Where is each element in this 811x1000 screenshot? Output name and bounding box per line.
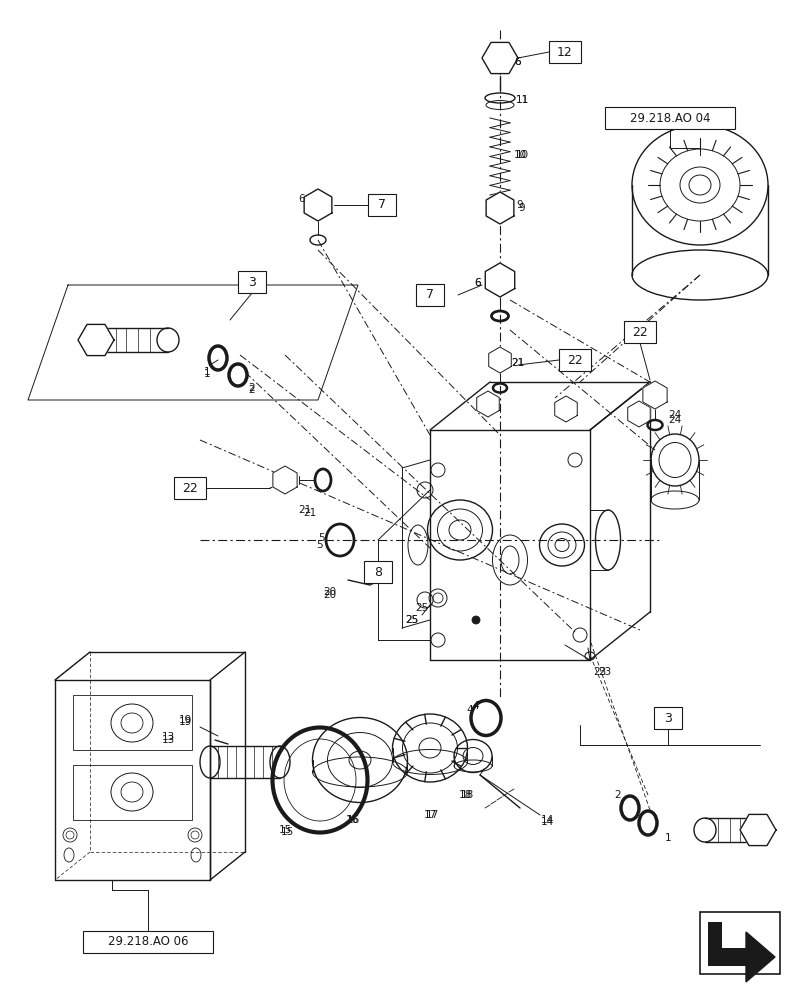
Text: 4: 4 [466, 705, 473, 715]
Text: 22: 22 [182, 482, 198, 494]
Text: 1: 1 [664, 833, 671, 843]
Text: 13: 13 [161, 735, 174, 745]
Bar [363, 561, 392, 583]
Bar [623, 321, 655, 343]
Bar [653, 707, 681, 729]
Text: 4: 4 [472, 701, 478, 711]
Text: 18: 18 [458, 790, 471, 800]
Text: 20: 20 [323, 590, 336, 600]
Bar [83, 931, 212, 953]
Text: 19: 19 [178, 715, 191, 725]
Text: 22: 22 [631, 326, 647, 338]
Text: 7: 7 [378, 198, 385, 212]
Text: 17: 17 [425, 810, 438, 820]
Bar [415, 284, 444, 306]
Text: 2: 2 [248, 383, 255, 393]
Text: 29.218.AO 06: 29.218.AO 06 [108, 935, 188, 948]
Bar [707, 948, 749, 966]
Polygon shape [272, 466, 297, 494]
Text: 21: 21 [511, 358, 524, 368]
Text: 1: 1 [204, 367, 210, 377]
Polygon shape [745, 932, 774, 982]
Text: 16: 16 [345, 815, 358, 825]
Text: 14: 14 [539, 817, 553, 827]
Text: 14: 14 [539, 815, 553, 825]
Text: 6: 6 [474, 278, 481, 288]
Text: 15: 15 [278, 825, 291, 835]
Text: 5: 5 [318, 533, 325, 543]
Text: 10: 10 [515, 150, 528, 160]
Text: 24: 24 [667, 415, 680, 425]
Bar [174, 477, 206, 499]
Polygon shape [486, 192, 513, 224]
Bar [558, 349, 590, 371]
Text: 21: 21 [511, 358, 524, 368]
Bar [73, 765, 191, 820]
Polygon shape [78, 324, 114, 356]
Text: 2: 2 [614, 790, 620, 800]
Text: 24: 24 [667, 410, 680, 420]
Text: 12: 12 [556, 46, 573, 59]
Text: 5: 5 [316, 540, 323, 550]
Text: 15: 15 [280, 827, 294, 837]
Text: 3: 3 [663, 712, 672, 724]
Text: 22: 22 [566, 354, 582, 366]
Text: 19: 19 [178, 717, 191, 727]
Polygon shape [488, 347, 511, 373]
Text: 3: 3 [247, 275, 255, 288]
Text: 8: 8 [374, 566, 381, 578]
Text: 11: 11 [515, 95, 528, 105]
Bar [707, 922, 721, 952]
Bar [699, 912, 779, 974]
Text: 6: 6 [514, 57, 521, 67]
Text: 18: 18 [460, 790, 473, 800]
Text: 25: 25 [415, 603, 428, 613]
Polygon shape [739, 814, 775, 846]
Text: 23: 23 [598, 667, 611, 677]
Bar [548, 41, 581, 63]
Text: 23: 23 [593, 667, 606, 677]
Text: 7: 7 [426, 288, 433, 302]
Text: 9: 9 [516, 200, 522, 210]
Polygon shape [627, 401, 650, 427]
Text: 1: 1 [204, 369, 210, 379]
Text: 6: 6 [474, 278, 481, 288]
Bar [73, 695, 191, 750]
Text: 9: 9 [518, 203, 525, 213]
Bar [238, 271, 266, 293]
Text: 6: 6 [298, 194, 305, 204]
Text: 25: 25 [405, 615, 418, 625]
Text: 21: 21 [303, 508, 316, 518]
Polygon shape [304, 189, 332, 221]
Polygon shape [482, 42, 517, 74]
Text: 21: 21 [298, 505, 311, 515]
Polygon shape [476, 391, 499, 417]
Text: 17: 17 [423, 810, 436, 820]
Bar [367, 194, 396, 216]
Bar [604, 107, 734, 129]
Polygon shape [554, 396, 577, 422]
Text: 11: 11 [515, 95, 528, 105]
Text: 13: 13 [161, 732, 174, 742]
Text: 20: 20 [323, 587, 336, 597]
Text: 2: 2 [248, 385, 255, 395]
Circle shape [471, 616, 479, 624]
Text: 16: 16 [346, 815, 359, 825]
Text: 6: 6 [514, 57, 521, 67]
Text: 29.218.AO 04: 29.218.AO 04 [629, 112, 710, 125]
Text: 10: 10 [513, 150, 526, 160]
Text: 25: 25 [405, 615, 418, 625]
Polygon shape [642, 381, 667, 409]
Polygon shape [485, 263, 514, 297]
